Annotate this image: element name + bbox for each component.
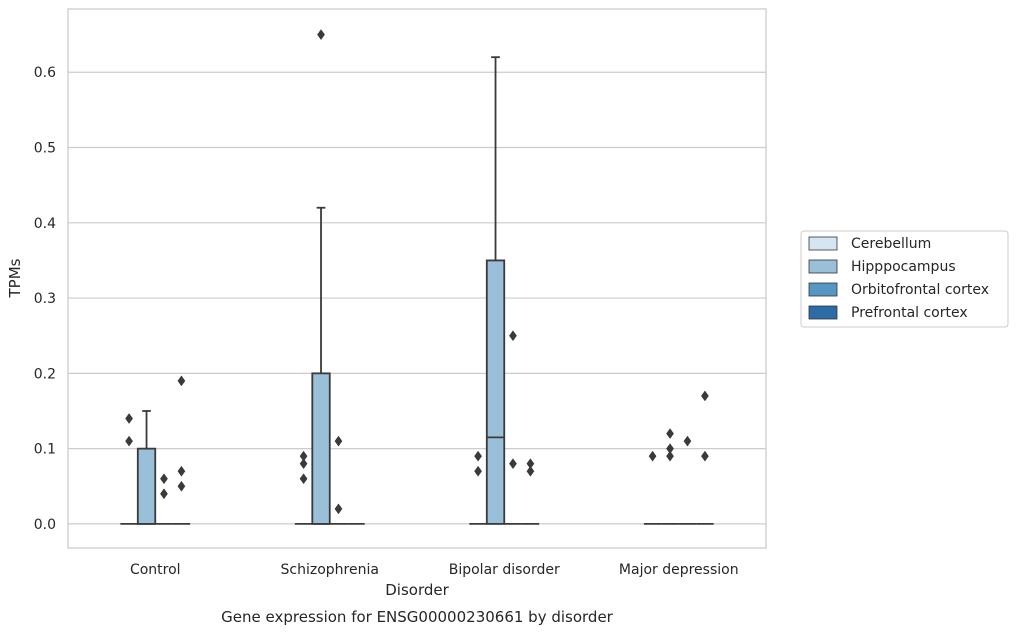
outlier-point: [160, 488, 168, 500]
outlier-point: [125, 413, 133, 424]
y-tick-label: 0.5: [34, 141, 56, 157]
outlier-point: [177, 480, 186, 492]
y-tick-label: 0.0: [34, 517, 56, 533]
outlier-point: [177, 465, 186, 477]
x-tick-label: Control: [130, 562, 181, 578]
x-tick-label: Schizophrenia: [281, 562, 379, 578]
outlier-point: [648, 450, 657, 462]
outlier-point: [299, 458, 308, 470]
legend-frame: [800, 230, 1009, 328]
outlier-point: [666, 428, 674, 440]
outlier-point: [526, 465, 535, 477]
outlier-point: [509, 458, 517, 470]
box: [485, 259, 506, 525]
legend-swatch: [808, 282, 838, 297]
outlier-point: [683, 435, 692, 447]
legend-label: Prefrontal cortex: [851, 305, 968, 321]
box: [311, 372, 331, 525]
outlier-point: [509, 330, 517, 342]
outlier-point: [334, 435, 343, 447]
outlier-point: [177, 375, 186, 387]
x-tick-label: Major depression: [619, 562, 739, 578]
outlier-point: [160, 473, 168, 485]
legend-swatch: [808, 259, 838, 274]
gridlines: [68, 71, 766, 525]
box-series: [120, 56, 714, 525]
y-tick-label: 0.6: [34, 65, 56, 81]
outlier-points: [125, 29, 709, 515]
y-tick-label: 0.4: [34, 216, 56, 232]
outlier-point: [474, 450, 482, 462]
outlier-point: [125, 435, 133, 447]
chart-caption: Gene expression for ENSG00000230661 by d…: [221, 608, 614, 626]
y-tick-label: 0.3: [34, 291, 56, 307]
plot-area: [67, 8, 767, 549]
outlier-point: [666, 450, 674, 462]
legend: Cerebellum Hipppocampus Orbitofrontal cort…: [800, 230, 1009, 328]
legend-swatch: [808, 305, 838, 320]
outlier-point: [701, 390, 709, 402]
outlier-point: [299, 473, 308, 485]
outlier-point: [334, 503, 343, 515]
legend-label: Hipppocampus: [851, 259, 956, 275]
legend-swatch: [808, 236, 838, 251]
y-axis-ticks: 0.0 0.1 0.2 0.3 0.4 0.5 0.6: [34, 65, 56, 533]
y-tick-label: 0.1: [34, 442, 56, 458]
legend-label: Orbitofrontal cortex: [851, 282, 989, 298]
outlier-point: [474, 465, 482, 477]
x-axis-ticks: Control Schizophrenia Bipolar disorder Majo…: [130, 562, 739, 578]
outlier-point: [317, 29, 325, 41]
x-axis-label: Disorder: [385, 581, 449, 599]
outlier-point: [701, 450, 709, 462]
legend-label: Cerebellum: [851, 236, 931, 252]
y-tick-label: 0.2: [34, 366, 56, 382]
x-tick-label: Bipolar disorder: [449, 562, 560, 578]
box: [136, 447, 157, 525]
y-axis-label: TPMs: [6, 258, 24, 298]
